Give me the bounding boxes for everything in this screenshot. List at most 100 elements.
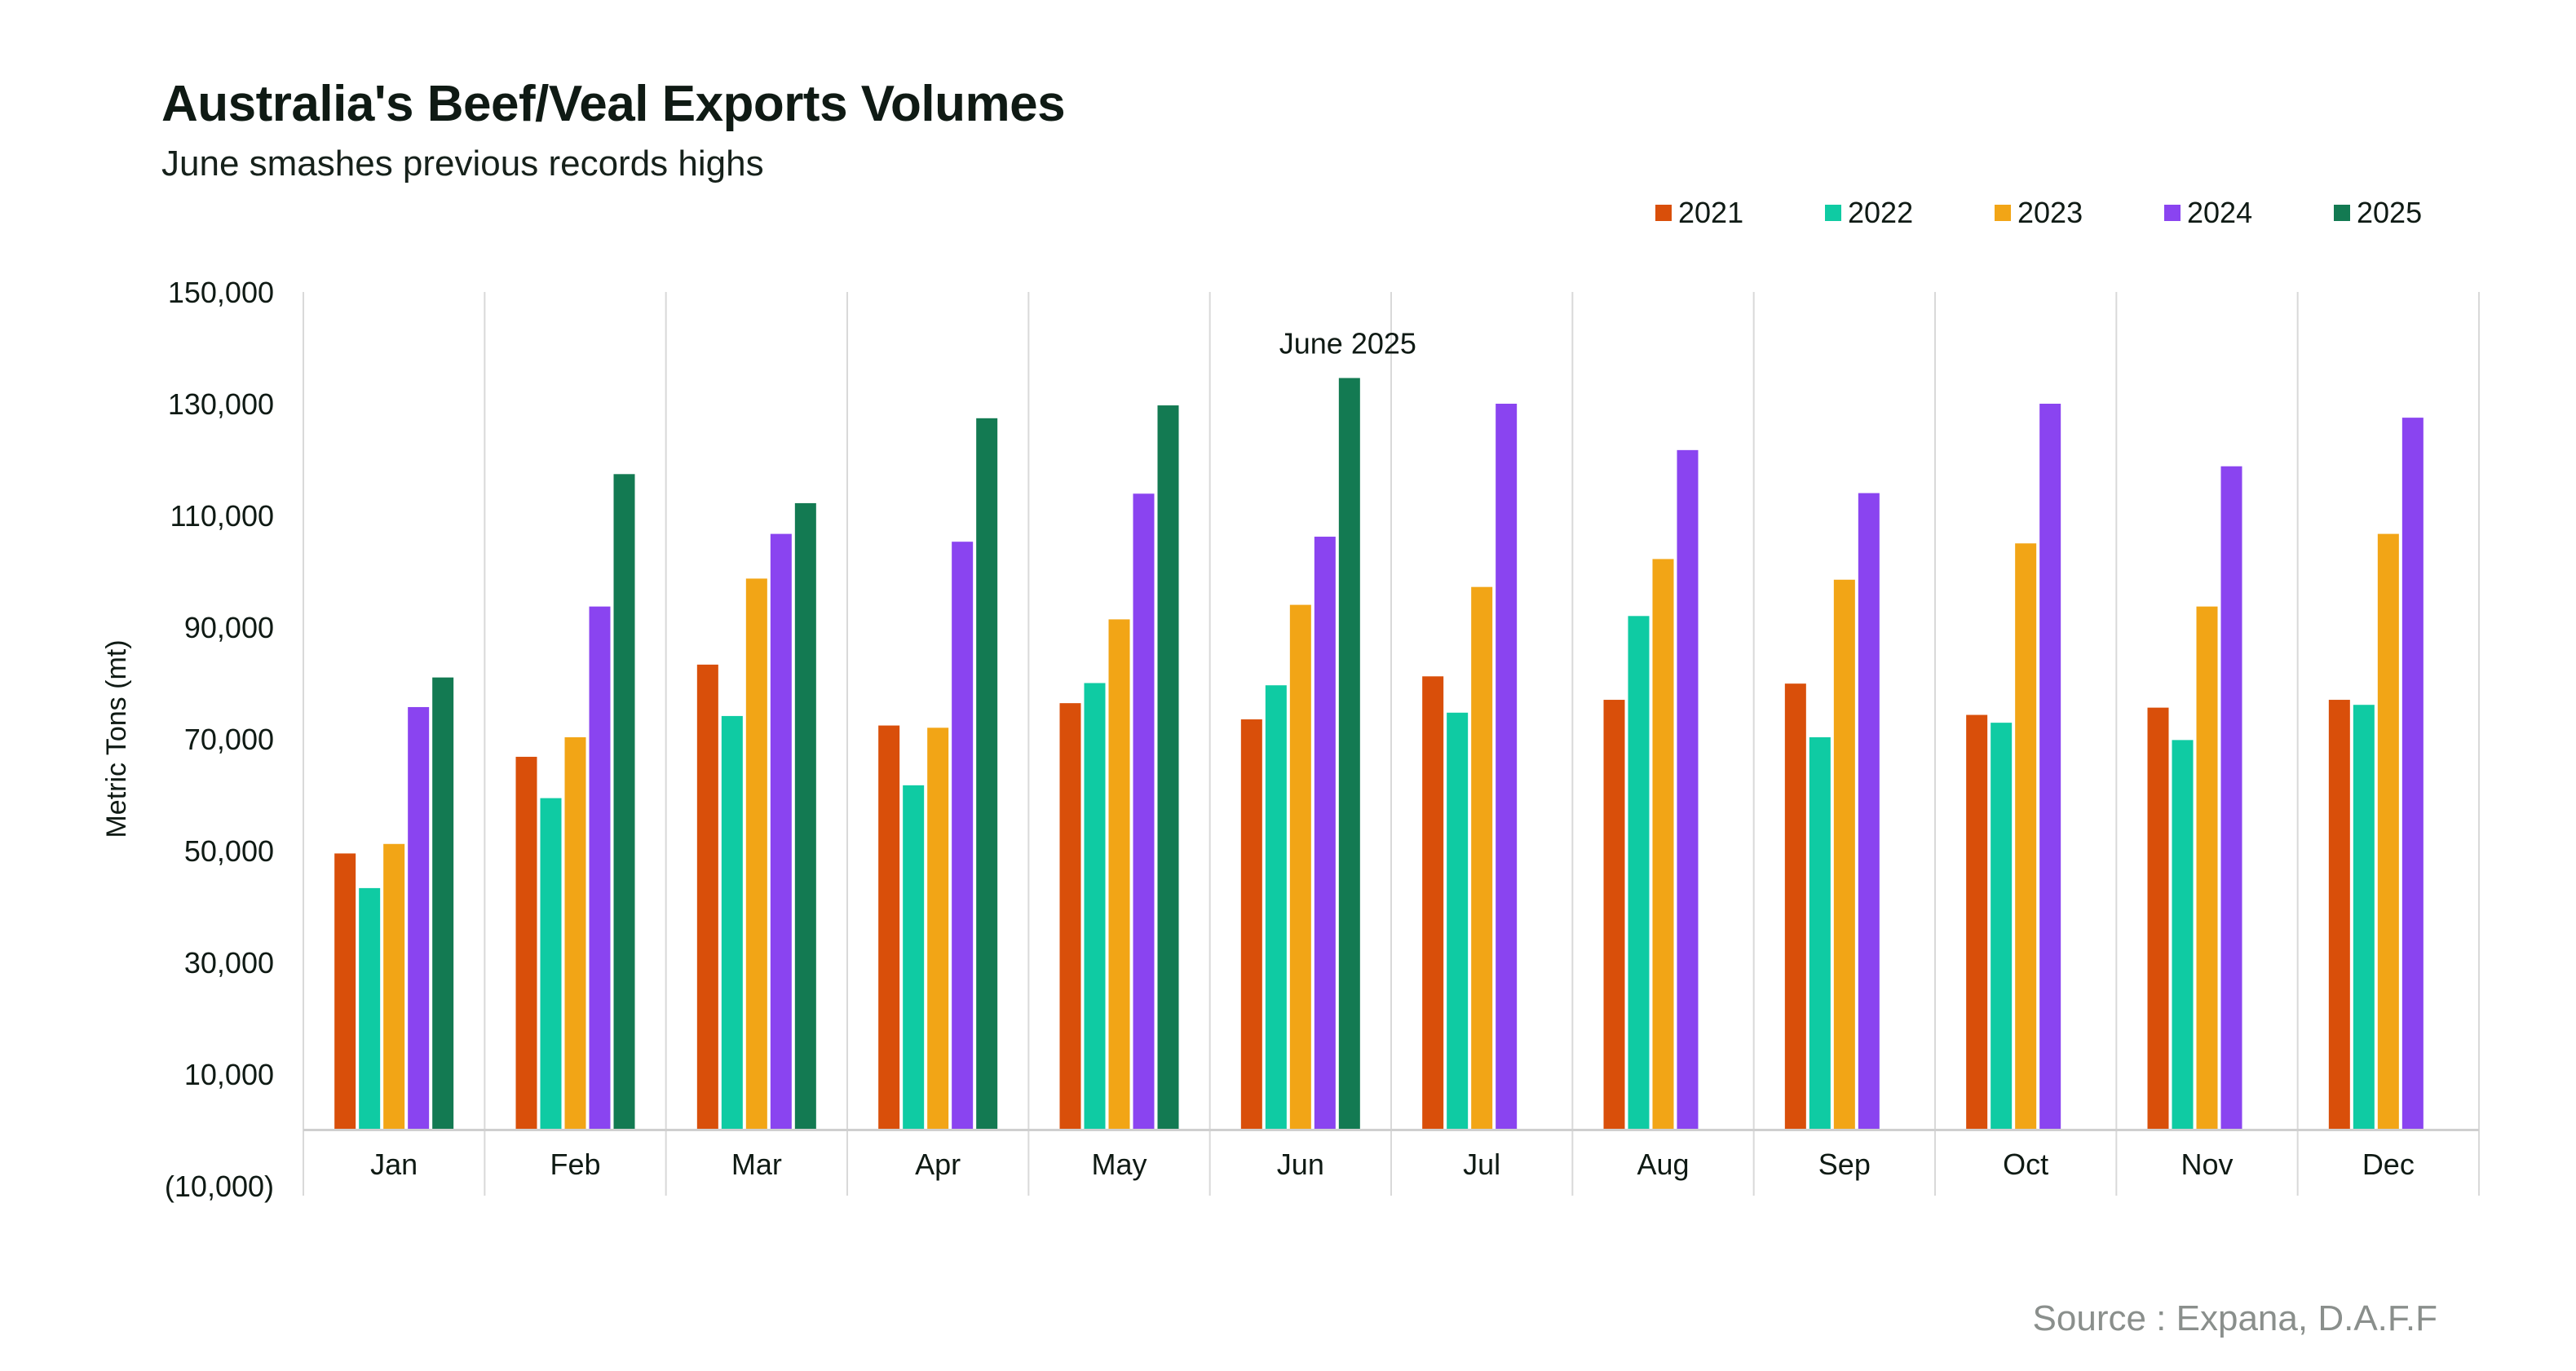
bar-2022-jul bbox=[1447, 712, 1469, 1130]
bar-2021-mar bbox=[696, 664, 718, 1130]
bar-2024-mar bbox=[770, 533, 792, 1130]
bar-2022-jan bbox=[359, 887, 381, 1130]
bar-2021-jan bbox=[334, 853, 356, 1130]
legend-label: 2023 bbox=[2017, 196, 2083, 229]
bar-2022-dec bbox=[2353, 705, 2375, 1130]
bar-2021-oct bbox=[1966, 714, 1988, 1130]
grid-lines bbox=[303, 292, 2480, 1196]
y-tick-label: 30,000 bbox=[184, 946, 274, 980]
x-tick-label: Apr bbox=[915, 1148, 961, 1181]
bar-2024-feb bbox=[589, 606, 611, 1130]
bar-2023-jul bbox=[1471, 586, 1493, 1130]
bar-2023-sep bbox=[1833, 579, 1855, 1130]
bar-2023-jan bbox=[383, 843, 405, 1130]
bar-2022-nov bbox=[2172, 740, 2194, 1130]
bar-2024-jan bbox=[408, 706, 430, 1130]
bar-2022-sep bbox=[1809, 736, 1831, 1130]
bar-2023-jun bbox=[1289, 604, 1311, 1130]
bar-2022-apr bbox=[903, 785, 925, 1130]
bar-2024-nov bbox=[2220, 466, 2242, 1130]
bar-2021-dec bbox=[2328, 700, 2350, 1130]
bar-2023-aug bbox=[1652, 559, 1674, 1130]
chart-title: Australia's Beef/Veal Exports Volumes bbox=[161, 76, 1066, 132]
legend-label: 2021 bbox=[1678, 196, 1744, 229]
bar-2023-apr bbox=[927, 728, 949, 1130]
bar-2024-jun bbox=[1314, 537, 1336, 1130]
legend-item-2022: 2022 bbox=[1825, 196, 1913, 230]
x-tick-label: Mar bbox=[731, 1148, 782, 1181]
bars bbox=[334, 378, 2424, 1130]
bar-2025-apr bbox=[976, 418, 998, 1130]
bar-2023-nov bbox=[2196, 606, 2218, 1130]
source-note: Source : Expana, D.A.F.F bbox=[2032, 1298, 2437, 1338]
y-tick-label: 110,000 bbox=[170, 499, 274, 533]
legend-item-2025: 2025 bbox=[2334, 196, 2422, 230]
legend-swatch bbox=[2334, 205, 2350, 221]
bar-2023-may bbox=[1108, 619, 1130, 1130]
bar-2021-sep bbox=[1784, 683, 1806, 1130]
bar-2025-jun bbox=[1338, 378, 1360, 1130]
y-tick-label: 90,000 bbox=[184, 611, 274, 644]
y-tick-label: 130,000 bbox=[168, 387, 274, 421]
bar-2022-oct bbox=[1991, 723, 2013, 1130]
legend-item-2024: 2024 bbox=[2164, 196, 2252, 230]
legend-label: 2025 bbox=[2357, 196, 2423, 229]
x-tick-label: May bbox=[1091, 1148, 1147, 1181]
y-tick-label: 150,000 bbox=[168, 276, 274, 309]
bar-2023-feb bbox=[564, 736, 586, 1130]
bar-2021-jul bbox=[1422, 676, 1444, 1130]
bar-2024-aug bbox=[1677, 449, 1699, 1130]
bar-2024-may bbox=[1133, 493, 1155, 1130]
x-tick-label: Nov bbox=[2181, 1148, 2233, 1181]
legend-swatch bbox=[2164, 205, 2181, 221]
bar-2025-may bbox=[1157, 405, 1179, 1130]
x-tick-label: Jul bbox=[1463, 1148, 1500, 1181]
y-tick-label: 70,000 bbox=[184, 723, 274, 756]
bar-2024-jul bbox=[1496, 404, 1518, 1130]
y-tick-label: (10,000) bbox=[165, 1170, 274, 1203]
bar-2025-jan bbox=[432, 677, 454, 1130]
bar-2022-feb bbox=[540, 798, 562, 1130]
bar-2021-nov bbox=[2147, 707, 2169, 1130]
bar-2021-jun bbox=[1240, 719, 1262, 1130]
legend-swatch bbox=[1655, 205, 1672, 221]
legend-item-2021: 2021 bbox=[1655, 196, 1743, 230]
bar-2023-oct bbox=[2015, 543, 2037, 1130]
legend-swatch bbox=[1825, 205, 1841, 221]
bar-2025-mar bbox=[794, 502, 816, 1130]
x-tick-label: Aug bbox=[1637, 1148, 1689, 1181]
bar-2022-aug bbox=[1628, 616, 1650, 1130]
bar-2024-sep bbox=[1858, 493, 1880, 1130]
bar-2024-dec bbox=[2401, 418, 2424, 1130]
bar-2021-feb bbox=[515, 756, 537, 1130]
y-tick-label: 10,000 bbox=[184, 1058, 274, 1091]
chart-subtitle: June smashes previous records highs bbox=[161, 144, 764, 184]
labels: (10,000) 10,000 30,000 50,000 70,000 90,000 11… bbox=[101, 276, 2415, 1203]
y-axis-label: Metric Tons (mt) bbox=[101, 639, 132, 838]
bar-2025-feb bbox=[613, 474, 635, 1130]
annotation-label: June 2025 bbox=[1279, 326, 1416, 360]
x-tick-label: Jan bbox=[370, 1148, 418, 1181]
y-tick-label: 50,000 bbox=[184, 834, 274, 868]
legend-label: 2024 bbox=[2187, 196, 2253, 229]
x-tick-label: Oct bbox=[2003, 1148, 2048, 1181]
x-tick-label: Sep bbox=[1818, 1148, 1871, 1181]
x-tick-label: Feb bbox=[550, 1148, 600, 1181]
legend-label: 2022 bbox=[1848, 196, 1914, 229]
bar-2024-apr bbox=[952, 542, 974, 1130]
bar-2023-mar bbox=[745, 578, 767, 1130]
bar-2021-aug bbox=[1603, 700, 1625, 1130]
bar-2022-jun bbox=[1265, 685, 1287, 1130]
chart-legend: 2021 2022 2023 2024 2025 bbox=[0, 196, 2576, 237]
bar-2022-mar bbox=[721, 715, 743, 1130]
bar-2021-may bbox=[1059, 703, 1081, 1130]
legend-swatch bbox=[1995, 205, 2011, 221]
x-tick-label: Dec bbox=[2362, 1148, 2415, 1181]
bar-2023-dec bbox=[2377, 533, 2399, 1130]
bar-2022-may bbox=[1084, 683, 1106, 1130]
bar-2021-apr bbox=[878, 725, 900, 1130]
bar-2024-oct bbox=[2039, 404, 2061, 1130]
x-tick-label: Jun bbox=[1277, 1148, 1324, 1181]
legend-item-2023: 2023 bbox=[1995, 196, 2083, 230]
